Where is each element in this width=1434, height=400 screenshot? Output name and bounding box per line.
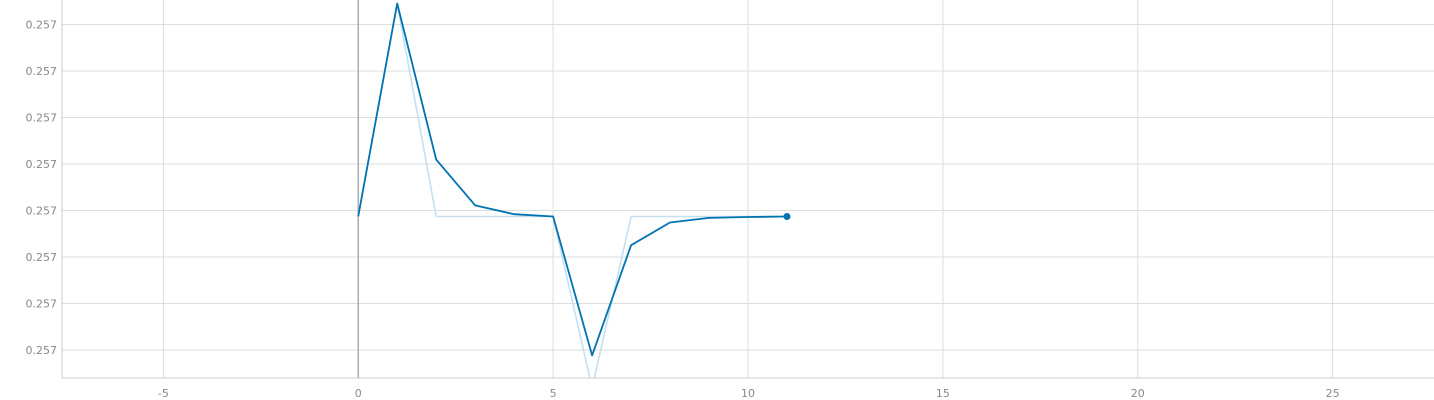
y-tick-label: 0.257 (26, 112, 58, 125)
tick-labels: 0.257 0.257 0.257 0.257 0.257 0.257 0.257 0.257… (26, 19, 1340, 400)
y-tick-label: 0.257 (26, 298, 58, 311)
x-tick-label: -5 (158, 387, 169, 400)
x-tick-label: 5 (550, 387, 557, 400)
series-layer (357, 2, 791, 378)
y-tick-label: 0.257 (26, 205, 58, 218)
y-tick-label: 0.257 (26, 19, 58, 32)
y-tick-label: 0.257 (26, 65, 58, 78)
grid (62, 0, 1434, 378)
x-tick-label: 10 (741, 387, 755, 400)
x-tick-label: 25 (1326, 387, 1340, 400)
y-tick-label: 0.257 (26, 251, 58, 264)
x-tick-label: 0 (355, 387, 362, 400)
x-tick-label: 20 (1131, 387, 1145, 400)
axes (61, 0, 1434, 379)
y-tick-label: 0.257 (26, 344, 58, 357)
y-tick-label: 0.257 (26, 158, 58, 171)
last-point-marker (783, 213, 791, 220)
smoothed-series-line (357, 2, 788, 357)
x-tick-label: 15 (936, 387, 950, 400)
raw-series-line (357, 2, 787, 378)
